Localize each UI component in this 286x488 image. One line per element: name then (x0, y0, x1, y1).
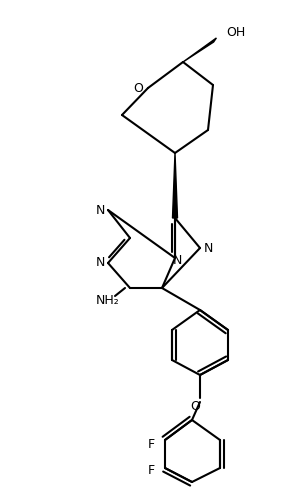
Polygon shape (183, 38, 217, 62)
Text: N: N (95, 257, 105, 269)
Text: NH₂: NH₂ (96, 293, 120, 306)
Text: OH: OH (227, 25, 246, 39)
Text: N: N (203, 242, 213, 255)
Text: F: F (148, 464, 154, 476)
Text: N: N (95, 203, 105, 217)
Text: O: O (133, 81, 143, 95)
Text: O: O (190, 400, 200, 412)
Text: F: F (148, 439, 154, 451)
Text: N: N (172, 253, 182, 266)
Polygon shape (172, 153, 178, 218)
